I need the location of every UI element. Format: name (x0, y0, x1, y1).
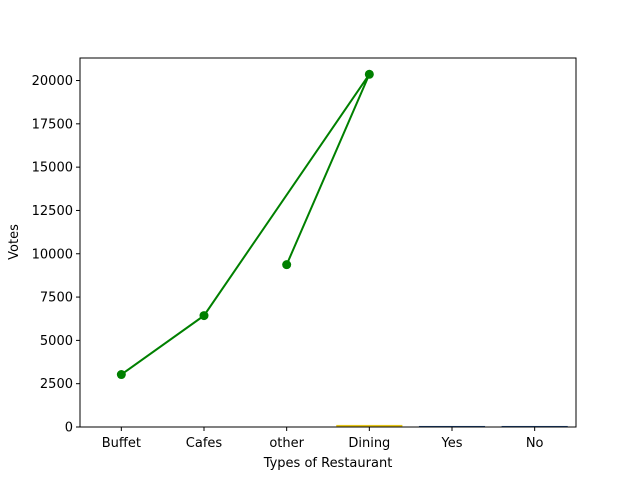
line-layer (116, 69, 374, 380)
axes-frame (79, 57, 577, 428)
bar (418, 425, 486, 427)
y-tick-label: 7500 (40, 291, 73, 306)
y-tick-label: 0 (65, 421, 73, 436)
y-tick-label: 10000 (32, 247, 73, 262)
y-tick-label: 15000 (32, 161, 73, 176)
x-tick-label: Yes (441, 436, 463, 451)
y-tick-label: 20000 (32, 74, 73, 89)
data-point (199, 311, 209, 321)
data-point (282, 260, 292, 270)
x-tick-label: Dining (348, 436, 390, 451)
bar-layer (336, 424, 568, 427)
y-tick-label: 2500 (40, 377, 73, 392)
series-line (120, 73, 371, 376)
y-tick-label: 17500 (32, 117, 73, 132)
data-point (116, 370, 126, 380)
y-tick-label: 12500 (32, 204, 73, 219)
y-tick-label: 5000 (40, 334, 73, 349)
data-point (364, 69, 374, 79)
x-tick-label: No (526, 436, 544, 451)
bar (336, 424, 403, 427)
y-axis-label: Votes (7, 224, 22, 260)
x-axis: Buffet Cafes other Dining Yes No (102, 427, 544, 451)
x-tick-label: other (269, 436, 304, 451)
x-tick-label: Cafes (186, 436, 223, 451)
x-axis-label: Types of Restaurant (263, 456, 393, 471)
y-axis: 0 2500 5000 7500 10000 12500 15000 17500 20000 (32, 74, 80, 436)
x-tick-label: Buffet (102, 436, 141, 451)
bar (501, 425, 568, 427)
